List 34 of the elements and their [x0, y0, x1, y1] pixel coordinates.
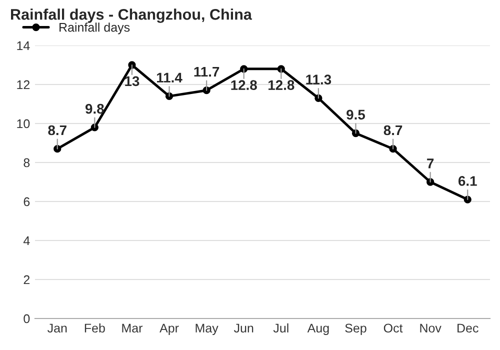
x-tick-label: Jun — [234, 324, 254, 333]
y-tick-label: 14 — [17, 41, 30, 50]
y-tick-label: 0 — [24, 314, 30, 324]
x-tick-label: Oct — [384, 324, 403, 333]
y-tick-label: 4 — [23, 236, 30, 246]
data-label: 12.8 — [268, 80, 294, 90]
x-tick-label: Sep — [345, 324, 366, 336]
data-label: 13 — [125, 76, 140, 86]
data-label: 9.5 — [346, 110, 366, 120]
x-tick-label: Nov — [420, 324, 442, 333]
data-label: 11.3 — [306, 74, 332, 85]
data-label: 11.4 — [157, 72, 182, 82]
data-label: 8.7 — [48, 125, 66, 136]
data-label: 7 — [427, 158, 434, 168]
data-label: 8.7 — [384, 125, 402, 136]
data-label: 6.1 — [458, 176, 477, 186]
y-tick-label: 6 — [24, 197, 30, 206]
x-tick-label: Jan — [47, 324, 67, 333]
y-tick-label: 12 — [17, 80, 30, 90]
data-label: 11.7 — [194, 66, 220, 77]
data-label: 12.8 — [231, 80, 257, 90]
data-label: 9.8 — [86, 104, 104, 114]
chart-title: Rainfall days - Changzhou, China — [11, 8, 252, 23]
x-tick-label: May — [196, 324, 218, 336]
x-tick-label: Jul — [273, 323, 288, 333]
y-tick-label: 2 — [24, 275, 30, 284]
x-tick-label: Aug — [307, 324, 329, 336]
y-tick-label: 10 — [17, 119, 30, 128]
y-tick-label: 8 — [24, 158, 30, 168]
legend-label: Rainfall days — [60, 22, 130, 34]
x-tick-label: Dec — [458, 324, 478, 333]
x-tick-label: Mar — [122, 324, 143, 333]
x-tick-label: Apr — [160, 324, 179, 336]
x-tick-label: Feb — [84, 323, 105, 333]
